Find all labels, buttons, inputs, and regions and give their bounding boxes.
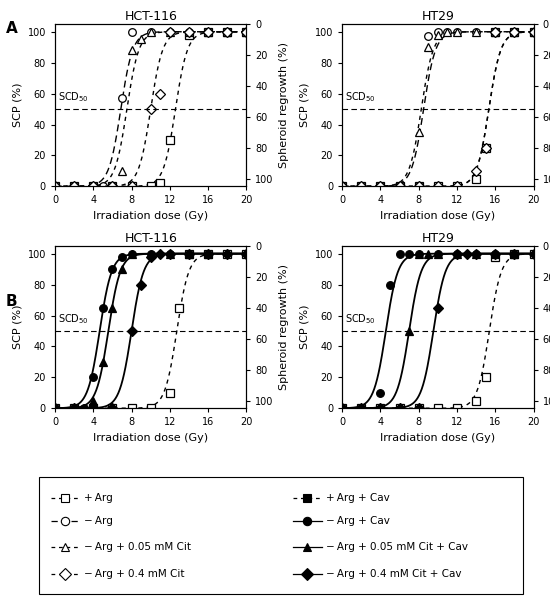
Y-axis label: SCP (%): SCP (%) <box>299 305 309 349</box>
Title: HCT-116: HCT-116 <box>124 232 177 245</box>
Text: SCD$_{50}$: SCD$_{50}$ <box>58 91 89 104</box>
Text: A: A <box>6 21 17 36</box>
Text: SCD$_{50}$: SCD$_{50}$ <box>58 313 89 326</box>
Text: − Arg + 0.4 mM Cit: − Arg + 0.4 mM Cit <box>85 569 185 579</box>
Text: − Arg + 0.4 mM Cit + Cav: − Arg + 0.4 mM Cit + Cav <box>327 569 462 579</box>
X-axis label: Irradiation dose (Gy): Irradiation dose (Gy) <box>380 211 496 221</box>
Title: HT29: HT29 <box>421 232 454 245</box>
Y-axis label: SCP (%): SCP (%) <box>12 305 22 349</box>
Text: + Arg: + Arg <box>85 493 113 503</box>
Y-axis label: Spheroid regrowth (%): Spheroid regrowth (%) <box>279 42 289 168</box>
Text: SCD$_{50}$: SCD$_{50}$ <box>345 91 376 104</box>
Text: SCD$_{50}$: SCD$_{50}$ <box>345 313 376 326</box>
Text: + Arg + Cav: + Arg + Cav <box>327 493 390 503</box>
Text: − Arg + 0.05 mM Cit + Cav: − Arg + 0.05 mM Cit + Cav <box>327 542 469 552</box>
X-axis label: Irradiation dose (Gy): Irradiation dose (Gy) <box>93 211 208 221</box>
X-axis label: Irradiation dose (Gy): Irradiation dose (Gy) <box>380 433 496 443</box>
Y-axis label: SCP (%): SCP (%) <box>12 83 22 127</box>
Y-axis label: Spheroid regrowth (%): Spheroid regrowth (%) <box>279 264 289 390</box>
Text: B: B <box>6 294 17 309</box>
Text: − Arg + Cav: − Arg + Cav <box>327 517 390 526</box>
Y-axis label: SCP (%): SCP (%) <box>299 83 309 127</box>
Text: − Arg + 0.05 mM Cit: − Arg + 0.05 mM Cit <box>85 542 191 552</box>
Title: HCT-116: HCT-116 <box>124 10 177 23</box>
Title: HT29: HT29 <box>421 10 454 23</box>
Text: − Arg: − Arg <box>85 517 113 526</box>
X-axis label: Irradiation dose (Gy): Irradiation dose (Gy) <box>93 433 208 443</box>
